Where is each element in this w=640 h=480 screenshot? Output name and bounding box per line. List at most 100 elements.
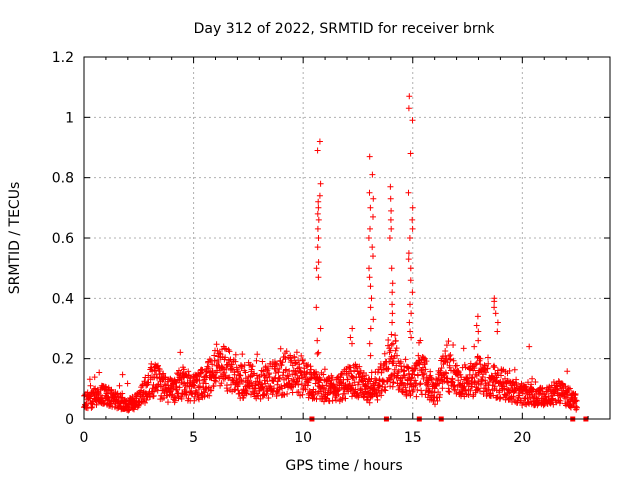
data-point <box>393 345 400 352</box>
data-point <box>271 385 277 392</box>
data-point <box>304 382 311 389</box>
data-point <box>491 304 498 311</box>
data-point <box>481 362 488 369</box>
data-point <box>104 390 111 397</box>
data-point <box>446 389 453 395</box>
data-point <box>545 393 552 400</box>
data-point <box>564 368 571 375</box>
data-point <box>269 391 276 398</box>
data-point <box>211 357 218 364</box>
data-point <box>177 349 184 356</box>
data-point <box>185 368 192 375</box>
data-point <box>409 225 416 232</box>
data-point <box>367 325 374 332</box>
data-point <box>339 394 346 401</box>
data-point <box>417 380 424 387</box>
data-point <box>283 348 290 355</box>
data-point <box>392 337 399 344</box>
data-point <box>265 395 272 401</box>
data-point <box>439 385 446 392</box>
data-point <box>314 337 321 344</box>
data-point <box>446 364 453 371</box>
data-point <box>349 340 355 347</box>
data-point <box>213 374 220 381</box>
data-point <box>407 301 413 308</box>
data-point <box>286 368 293 375</box>
data-point <box>369 244 376 251</box>
data-point <box>333 397 339 404</box>
data-point <box>366 265 372 272</box>
data-point <box>158 383 164 390</box>
data-point <box>501 385 508 392</box>
data-point <box>387 195 394 202</box>
data-point <box>315 198 322 205</box>
data-point <box>251 385 258 392</box>
data-point <box>291 354 298 361</box>
data-point <box>349 325 356 332</box>
data-point <box>416 381 423 388</box>
data-point <box>320 371 327 378</box>
data-point <box>405 250 412 257</box>
data-point <box>182 388 189 395</box>
data-point <box>389 319 396 326</box>
data-point <box>374 396 381 403</box>
data-point <box>222 354 229 361</box>
y-tick-label: 0.4 <box>52 291 74 307</box>
data-point <box>385 342 391 349</box>
data-point <box>315 204 322 211</box>
data-point <box>211 352 218 359</box>
data-point <box>418 387 425 394</box>
data-point <box>356 363 363 370</box>
data-point <box>402 356 409 363</box>
y-tick-label: 0 <box>65 412 74 428</box>
data-point <box>390 340 396 347</box>
data-point <box>409 289 416 296</box>
data-point <box>239 351 246 358</box>
data-point <box>265 365 272 372</box>
data-point <box>496 387 503 394</box>
data-point <box>171 394 177 401</box>
data-point <box>405 105 412 112</box>
data-point <box>347 334 354 341</box>
data-point <box>149 368 156 375</box>
data-point <box>405 189 412 196</box>
data-point <box>361 375 368 382</box>
x-axis-label: GPS time / hours <box>285 458 402 474</box>
data-point <box>282 356 289 362</box>
data-point <box>413 393 420 400</box>
data-point <box>192 387 199 394</box>
data-point <box>367 378 374 385</box>
data-point <box>539 390 546 397</box>
data-point <box>474 313 481 320</box>
data-point <box>218 380 225 387</box>
data-point <box>103 384 110 391</box>
data-point <box>145 379 152 386</box>
data-point <box>316 138 323 145</box>
data-point <box>483 369 489 376</box>
data-point <box>572 391 579 397</box>
data-point <box>462 364 469 371</box>
data-point <box>407 328 414 335</box>
data-point <box>278 362 285 368</box>
data-point <box>321 385 328 392</box>
data-point <box>387 383 394 390</box>
data-point <box>492 310 499 317</box>
data-point <box>314 210 321 217</box>
data-point <box>119 371 126 378</box>
data-point <box>314 225 321 232</box>
data-point <box>406 319 413 326</box>
data-point <box>295 389 302 395</box>
data-point <box>209 361 216 368</box>
data-point <box>374 369 381 376</box>
data-point <box>211 377 218 384</box>
data-point <box>460 345 467 352</box>
data-point <box>477 388 483 394</box>
data-point <box>321 366 328 373</box>
data-point <box>217 382 224 389</box>
data-point <box>366 340 373 347</box>
data-point <box>180 366 187 373</box>
data-point <box>326 389 333 396</box>
data-point <box>387 183 394 190</box>
data-point <box>178 395 185 402</box>
x-tick-label: 0 <box>80 430 89 446</box>
